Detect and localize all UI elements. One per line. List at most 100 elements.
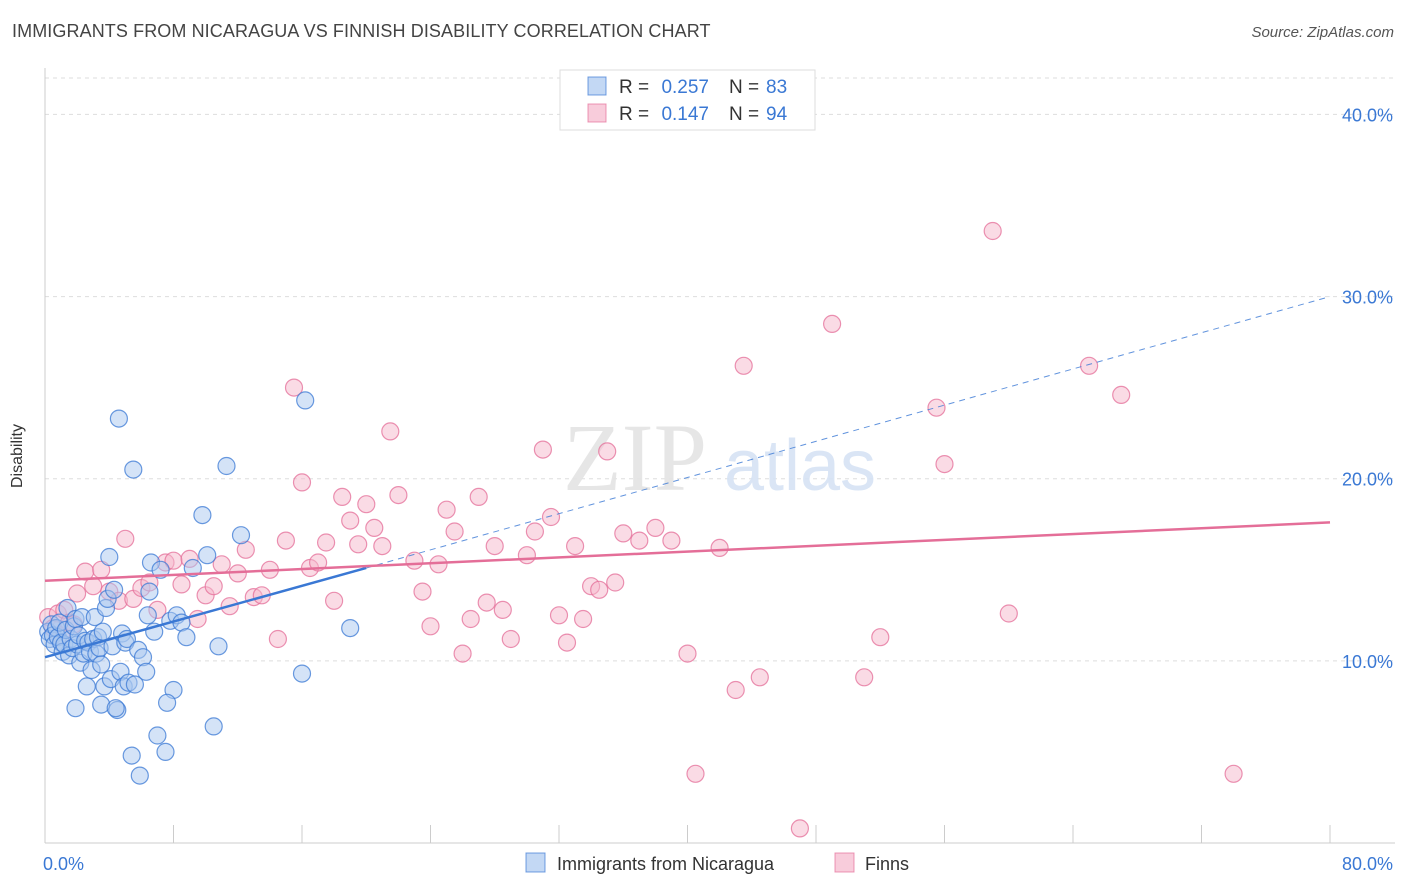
- axes: [44, 68, 1395, 844]
- legend-r-value: 0.257: [661, 77, 709, 98]
- trend-line-nicaragua-extension: [366, 296, 1331, 569]
- trend-line-nicaragua: [44, 566, 367, 659]
- data-point: [598, 442, 617, 461]
- source-label: Source: ZipAtlas.com: [1251, 24, 1394, 41]
- legend-r-value: 0.147: [661, 104, 709, 125]
- data-point: [445, 522, 464, 541]
- y-tick-label: 40.0%: [1342, 105, 1393, 125]
- data-point: [630, 531, 649, 550]
- data-point: [204, 577, 223, 596]
- data-point: [292, 664, 312, 683]
- y-tick-label: 20.0%: [1342, 470, 1393, 490]
- legend-n-label: N =: [729, 77, 759, 98]
- data-point: [389, 486, 408, 505]
- data-point: [341, 511, 360, 530]
- legend-swatch-nicaragua: [525, 852, 546, 873]
- x-tick-label: 80.0%: [1342, 854, 1393, 874]
- data-point: [193, 505, 212, 525]
- series-finns: [39, 221, 1243, 838]
- data-point: [1112, 385, 1131, 404]
- data-point: [148, 726, 167, 745]
- data-point: [662, 531, 681, 550]
- data-point: [66, 699, 85, 718]
- data-point: [292, 473, 312, 492]
- data-point: [590, 580, 609, 599]
- data-point: [357, 495, 376, 514]
- data-point: [122, 746, 141, 765]
- data-point: [268, 629, 287, 649]
- data-point: [100, 547, 119, 567]
- legend-label-nicaragua: Immigrants from Nicaragua: [557, 854, 775, 874]
- legend-r-label: R =: [619, 104, 649, 125]
- data-point: [477, 593, 496, 612]
- data-point: [734, 356, 753, 375]
- data-point: [109, 409, 129, 428]
- data-point: [573, 609, 593, 629]
- data-point: [485, 536, 504, 556]
- data-point: [198, 546, 217, 565]
- data-point: [678, 644, 697, 663]
- data-point: [1224, 764, 1243, 783]
- data-point: [104, 580, 124, 599]
- data-point: [493, 600, 512, 620]
- data-point: [93, 622, 112, 641]
- data-point: [437, 500, 456, 519]
- data-point: [130, 766, 149, 785]
- data-point: [525, 522, 545, 541]
- data-point: [77, 677, 96, 696]
- data-point: [453, 644, 472, 663]
- data-point: [790, 819, 810, 838]
- data-point: [726, 680, 745, 700]
- data-point: [421, 617, 440, 636]
- data-point: [517, 546, 537, 565]
- watermark-zip: ZIP: [563, 404, 707, 511]
- tick-labels: 10.0% 20.0% 30.0% 40.0% 0.0% 80.0%: [43, 105, 1393, 874]
- data-point: [116, 529, 135, 548]
- data-point: [565, 536, 585, 556]
- data-point: [461, 609, 480, 629]
- series-nicaragua: [39, 391, 360, 785]
- data-point: [606, 573, 625, 592]
- y-tick-label: 30.0%: [1342, 288, 1393, 308]
- data-point: [999, 604, 1018, 623]
- data-point: [325, 591, 344, 610]
- data-point: [822, 314, 842, 333]
- legend-swatch-finns: [834, 852, 855, 873]
- data-point: [296, 391, 315, 410]
- data-point: [935, 455, 954, 474]
- data-point: [710, 538, 729, 558]
- data-point: [557, 633, 577, 652]
- data-point: [686, 764, 705, 783]
- data-point: [855, 668, 874, 687]
- data-point: [333, 487, 352, 506]
- data-point: [156, 742, 175, 762]
- data-point: [231, 526, 251, 545]
- data-point: [217, 456, 236, 476]
- data-point: [183, 558, 202, 578]
- data-point: [84, 577, 103, 596]
- data-point: [533, 440, 553, 459]
- data-point: [204, 717, 223, 736]
- data-point: [67, 584, 87, 603]
- data-point: [750, 668, 769, 687]
- legend-swatch: [587, 76, 607, 96]
- watermark: ZIP atlas: [563, 404, 876, 511]
- chart-title: IMMIGRANTS FROM NICARAGUA VS FINNISH DIS…: [12, 21, 711, 41]
- data-point: [276, 531, 295, 550]
- data-point: [309, 553, 328, 572]
- data-point: [349, 535, 368, 554]
- x-tick-label: 0.0%: [43, 854, 84, 874]
- data-point: [92, 655, 111, 674]
- data-point: [365, 518, 384, 538]
- data-point: [284, 378, 304, 397]
- data-point: [381, 422, 400, 441]
- data-point: [209, 637, 228, 656]
- data-point: [646, 518, 665, 538]
- data-point: [177, 628, 196, 647]
- data-point: [614, 524, 633, 543]
- data-point: [106, 699, 125, 718]
- trend-line-finns: [44, 521, 1331, 582]
- data-point: [927, 398, 946, 417]
- data-point: [541, 507, 561, 527]
- legend-n-value: 94: [766, 104, 788, 125]
